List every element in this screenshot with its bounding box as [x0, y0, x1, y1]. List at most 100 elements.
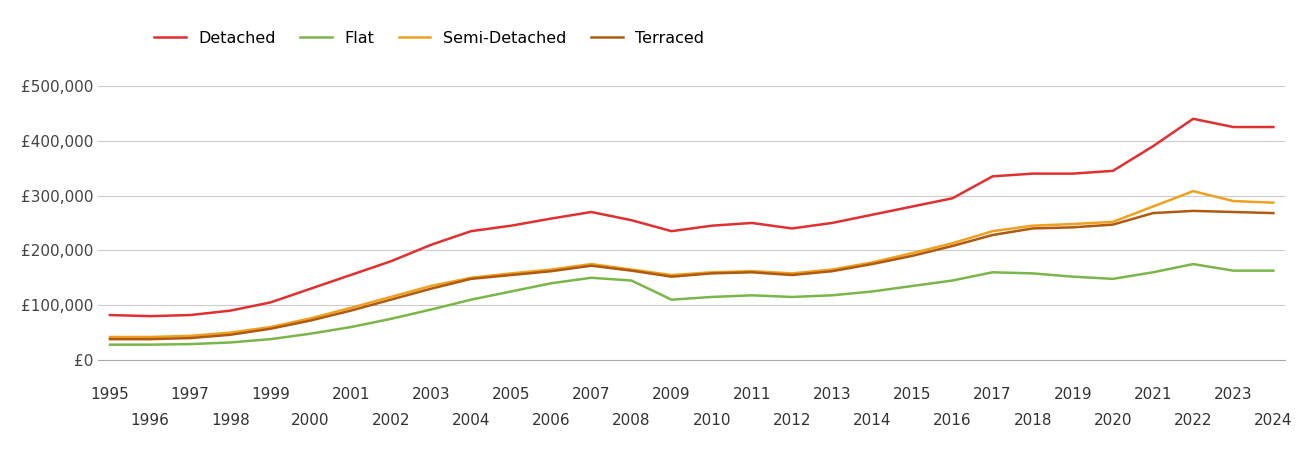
Flat	[744, 292, 760, 298]
Semi-Detached	[262, 324, 278, 330]
Detached	[1105, 168, 1121, 174]
Detached	[504, 223, 519, 229]
Semi-Detached	[1266, 200, 1282, 205]
Terraced	[744, 270, 760, 275]
Text: 2013: 2013	[813, 387, 851, 402]
Text: 2011: 2011	[732, 387, 771, 402]
Text: 2004: 2004	[452, 413, 491, 428]
Semi-Detached	[183, 333, 198, 338]
Semi-Detached	[703, 270, 719, 275]
Flat	[543, 280, 559, 286]
Flat	[142, 342, 158, 347]
Terraced	[904, 253, 920, 259]
Text: 2023: 2023	[1214, 387, 1253, 402]
Detached	[543, 216, 559, 221]
Flat	[1185, 261, 1201, 267]
Text: 2021: 2021	[1134, 387, 1172, 402]
Detached	[744, 220, 760, 225]
Text: 2017: 2017	[974, 387, 1011, 402]
Flat	[583, 275, 599, 280]
Detached	[624, 217, 639, 223]
Flat	[703, 294, 719, 300]
Semi-Detached	[1185, 189, 1201, 194]
Flat	[303, 331, 318, 337]
Detached	[142, 314, 158, 319]
Detached	[102, 312, 117, 318]
Detached	[1065, 171, 1081, 176]
Text: 2016: 2016	[933, 413, 972, 428]
Flat	[183, 342, 198, 347]
Text: 1998: 1998	[211, 413, 249, 428]
Flat	[624, 278, 639, 283]
Flat	[343, 324, 359, 330]
Flat	[1065, 274, 1081, 279]
Detached	[664, 229, 680, 234]
Detached	[784, 226, 800, 231]
Detached	[423, 242, 438, 248]
Flat	[1146, 270, 1161, 275]
Detached	[1146, 144, 1161, 149]
Terraced	[784, 272, 800, 278]
Flat	[864, 289, 880, 294]
Text: 2010: 2010	[693, 413, 731, 428]
Text: 1999: 1999	[251, 387, 290, 402]
Semi-Detached	[1024, 223, 1040, 229]
Semi-Detached	[1065, 221, 1081, 227]
Detached	[945, 196, 960, 201]
Detached	[463, 229, 479, 234]
Terraced	[183, 335, 198, 341]
Terraced	[1225, 209, 1241, 215]
Text: 2003: 2003	[411, 387, 450, 402]
Legend: Detached, Flat, Semi-Detached, Terraced: Detached, Flat, Semi-Detached, Terraced	[147, 24, 711, 52]
Terraced	[1105, 222, 1121, 227]
Flat	[664, 297, 680, 302]
Terraced	[543, 269, 559, 274]
Flat	[463, 297, 479, 302]
Terraced	[1146, 211, 1161, 216]
Text: 2009: 2009	[652, 387, 690, 402]
Text: 2022: 2022	[1174, 413, 1212, 428]
Terraced	[303, 318, 318, 323]
Semi-Detached	[784, 271, 800, 276]
Terraced	[624, 268, 639, 273]
Detached	[262, 300, 278, 305]
Flat	[1266, 268, 1282, 273]
Flat	[904, 284, 920, 289]
Terraced	[423, 286, 438, 292]
Semi-Detached	[985, 229, 1001, 234]
Semi-Detached	[945, 241, 960, 246]
Detached	[583, 209, 599, 215]
Semi-Detached	[382, 294, 398, 300]
Flat	[1105, 276, 1121, 282]
Flat	[985, 270, 1001, 275]
Detached	[985, 174, 1001, 179]
Text: 2006: 2006	[532, 413, 570, 428]
Semi-Detached	[1225, 198, 1241, 204]
Flat	[1225, 268, 1241, 273]
Semi-Detached	[1146, 204, 1161, 209]
Semi-Detached	[1105, 219, 1121, 225]
Detached	[864, 212, 880, 217]
Semi-Detached	[463, 275, 479, 280]
Flat	[382, 316, 398, 322]
Text: 2018: 2018	[1014, 413, 1052, 428]
Semi-Detached	[343, 305, 359, 310]
Flat	[423, 307, 438, 312]
Terraced	[1024, 226, 1040, 231]
Terraced	[382, 297, 398, 302]
Text: 2019: 2019	[1053, 387, 1092, 402]
Terraced	[343, 308, 359, 313]
Semi-Detached	[664, 272, 680, 278]
Semi-Detached	[864, 260, 880, 265]
Terraced	[504, 272, 519, 278]
Text: 2005: 2005	[492, 387, 530, 402]
Flat	[784, 294, 800, 300]
Detached	[703, 223, 719, 229]
Detached	[1225, 124, 1241, 130]
Terraced	[864, 261, 880, 267]
Semi-Detached	[423, 284, 438, 289]
Terraced	[1266, 211, 1282, 216]
Text: 2015: 2015	[893, 387, 932, 402]
Line: Detached: Detached	[110, 119, 1274, 316]
Terraced	[664, 274, 680, 279]
